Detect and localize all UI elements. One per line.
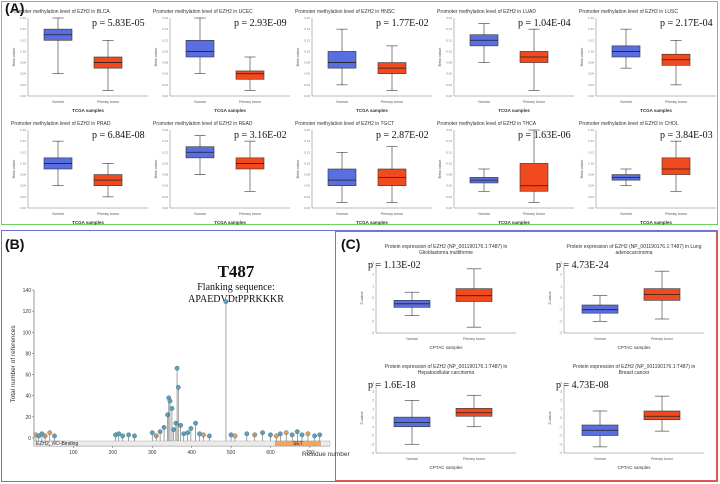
panel-a xyxy=(1,1,718,225)
panel-b-label: (B) xyxy=(5,236,25,252)
panel-b xyxy=(1,230,718,482)
panel-c xyxy=(335,231,717,481)
panel-a-label: (A) xyxy=(5,0,25,16)
panel-c-label: (C) xyxy=(341,236,361,252)
